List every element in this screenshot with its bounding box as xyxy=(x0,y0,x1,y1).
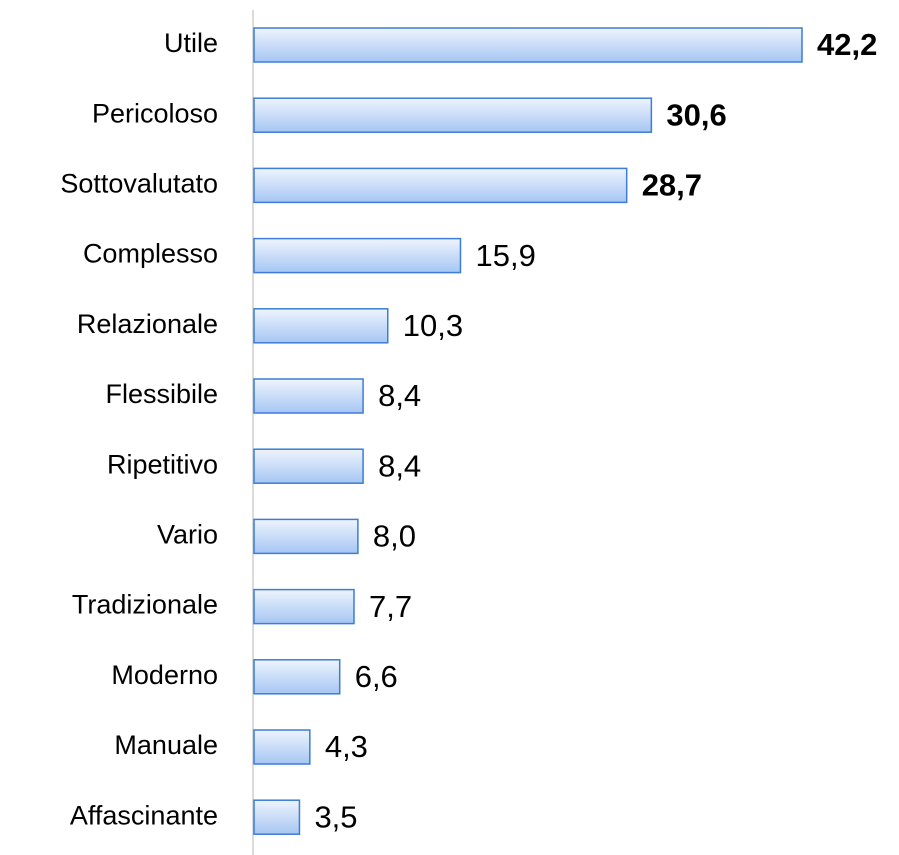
category-label: Affascinante xyxy=(70,800,218,830)
bar xyxy=(253,167,628,204)
category-label: Sottovalutato xyxy=(60,169,218,199)
bar xyxy=(253,659,341,695)
value-label: 8,4 xyxy=(378,448,421,483)
bar xyxy=(253,448,364,484)
value-label: 28,7 xyxy=(642,168,702,203)
bar xyxy=(253,308,389,344)
category-label: Ripetitivo xyxy=(107,449,218,479)
category-label: Manuale xyxy=(114,730,218,760)
value-label: 10,3 xyxy=(403,308,463,343)
category-label: Complesso xyxy=(83,239,218,269)
category-label: Relazionale xyxy=(77,309,218,339)
category-label: Vario xyxy=(157,520,218,550)
bar xyxy=(253,97,653,133)
value-label: 8,0 xyxy=(373,519,416,554)
bar xyxy=(253,588,355,625)
value-label: 7,7 xyxy=(369,589,412,624)
bar xyxy=(253,378,364,414)
value-label: 15,9 xyxy=(475,238,535,273)
category-label: Utile xyxy=(164,28,218,58)
value-label: 30,6 xyxy=(666,97,726,132)
bar xyxy=(253,237,462,274)
value-label: 6,6 xyxy=(355,659,398,694)
value-label: 3,5 xyxy=(314,799,357,834)
bar xyxy=(253,729,311,765)
category-label: Moderno xyxy=(111,660,218,690)
bar xyxy=(253,27,803,63)
bar xyxy=(253,799,301,835)
category-label: Tradizionale xyxy=(72,590,218,620)
bar xyxy=(253,518,359,555)
category-label: Flessibile xyxy=(105,379,218,409)
value-label: 4,3 xyxy=(325,729,368,764)
category-label: Pericoloso xyxy=(92,98,218,128)
value-label: 42,2 xyxy=(817,27,877,62)
value-label: 8,4 xyxy=(378,378,421,413)
